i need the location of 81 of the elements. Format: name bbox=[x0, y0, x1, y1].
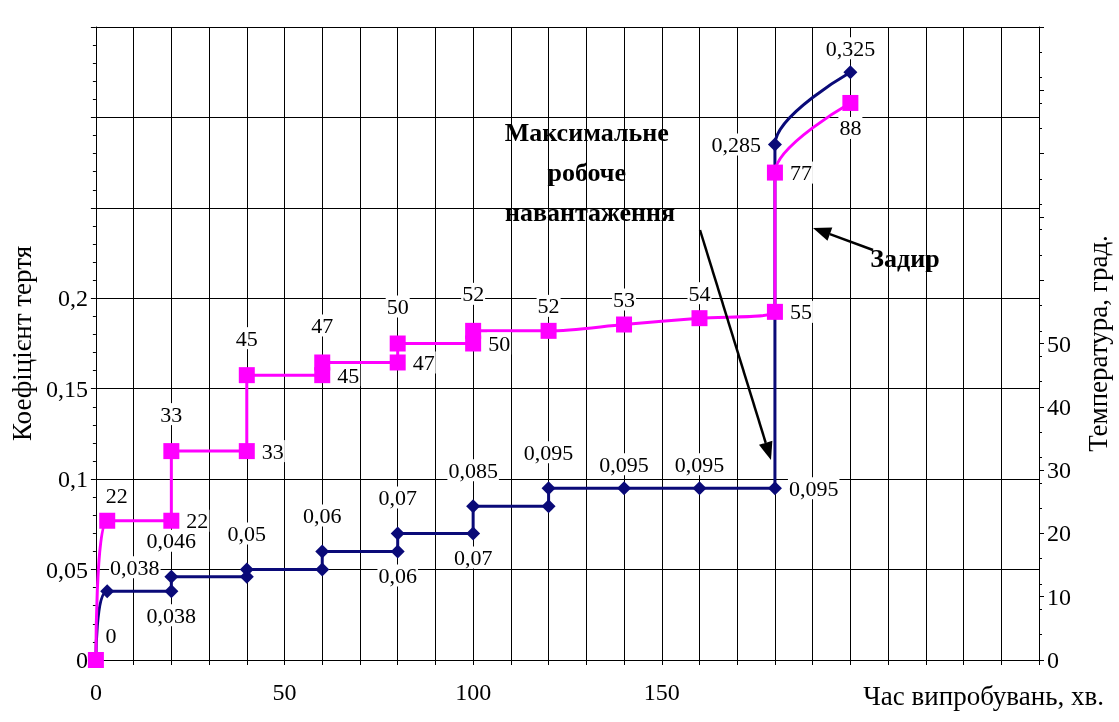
data-label: 0,038 bbox=[110, 554, 160, 580]
point bbox=[315, 562, 330, 577]
point bbox=[466, 499, 481, 514]
x-axis-title: Час випробувань, хв. bbox=[863, 680, 1104, 711]
point bbox=[616, 316, 633, 333]
point bbox=[389, 335, 406, 352]
data-label: 0,095 bbox=[599, 451, 649, 477]
point bbox=[541, 481, 556, 496]
data-label: 0,046 bbox=[146, 528, 197, 554]
data-label: 0,06 bbox=[378, 562, 417, 588]
y-axis-title: Коефіцієнт тертя bbox=[6, 245, 37, 442]
point bbox=[842, 94, 859, 111]
data-label: 53 bbox=[613, 287, 636, 313]
data-label: 0,07 bbox=[453, 544, 493, 570]
data-label: 0,038 bbox=[146, 602, 197, 628]
point bbox=[466, 526, 481, 541]
point bbox=[692, 481, 707, 496]
y-tick-label: 0,15 bbox=[45, 375, 88, 402]
point bbox=[390, 544, 405, 559]
y2-tick-label: 50 bbox=[1047, 330, 1071, 357]
data-label: 47 bbox=[412, 349, 435, 375]
y-tick-label: 0 bbox=[75, 647, 88, 673]
data-label: 0,095 bbox=[788, 475, 839, 501]
point bbox=[164, 569, 179, 584]
data-label: 45 bbox=[337, 362, 360, 388]
data-label: 33 bbox=[160, 401, 183, 427]
data-label: 22 bbox=[186, 508, 209, 534]
point bbox=[163, 443, 180, 460]
point bbox=[314, 354, 331, 371]
data-label: 0,07 bbox=[378, 484, 417, 510]
data-label: 22 bbox=[105, 483, 128, 509]
data-label: 0,085 bbox=[448, 457, 498, 483]
y2-tick-label: 20 bbox=[1047, 520, 1071, 547]
data-label: 88 bbox=[839, 115, 862, 141]
data-label: 50 bbox=[386, 294, 409, 319]
data-label: 47 bbox=[311, 312, 334, 338]
data-label: 0,06 bbox=[302, 502, 342, 528]
data-label: 52 bbox=[537, 293, 560, 319]
point bbox=[390, 526, 405, 541]
point bbox=[767, 137, 782, 152]
data-label: 55 bbox=[789, 299, 812, 325]
point bbox=[465, 322, 482, 339]
x-tick-label: 150 bbox=[643, 679, 680, 705]
point bbox=[541, 499, 556, 514]
x-tick-label: 100 bbox=[455, 679, 492, 705]
y2-axis-title: Температура, град. bbox=[1082, 235, 1113, 452]
data-label: 52 bbox=[462, 281, 485, 307]
data-label: 50 bbox=[488, 331, 511, 356]
point bbox=[238, 367, 255, 384]
y2-tick-label: 0 bbox=[1047, 647, 1059, 673]
data-label: 33 bbox=[261, 438, 284, 464]
data-label: 0,285 bbox=[711, 132, 761, 158]
point bbox=[767, 481, 782, 496]
y-tick-label: 0,2 bbox=[57, 285, 88, 312]
data-label: 0,325 bbox=[825, 35, 876, 61]
point bbox=[315, 544, 330, 559]
y-tick-label: 0,1 bbox=[57, 466, 88, 493]
data-label: 0 bbox=[105, 622, 117, 648]
data-label: 0,095 bbox=[674, 451, 725, 477]
x-tick-label: 50 bbox=[272, 679, 297, 705]
y2-tick-label: 10 bbox=[1047, 583, 1071, 610]
point bbox=[389, 354, 406, 371]
point bbox=[540, 322, 557, 339]
point bbox=[691, 310, 708, 327]
point bbox=[100, 584, 115, 599]
point bbox=[766, 164, 783, 181]
point bbox=[164, 584, 179, 599]
y2-tick-label: 30 bbox=[1047, 457, 1071, 484]
data-label: 0,05 bbox=[227, 521, 267, 547]
data-label: 0,095 bbox=[523, 439, 574, 465]
point bbox=[163, 512, 180, 529]
point bbox=[238, 443, 255, 460]
data-label: 45 bbox=[235, 325, 258, 351]
point bbox=[766, 303, 783, 320]
y-tick-label: 0,05 bbox=[45, 556, 88, 583]
point bbox=[843, 65, 858, 80]
data-label: 54 bbox=[688, 280, 711, 306]
y2-tick-label: 40 bbox=[1047, 393, 1071, 420]
point bbox=[617, 481, 632, 496]
point bbox=[99, 512, 116, 529]
data-label: 77 bbox=[789, 160, 812, 186]
